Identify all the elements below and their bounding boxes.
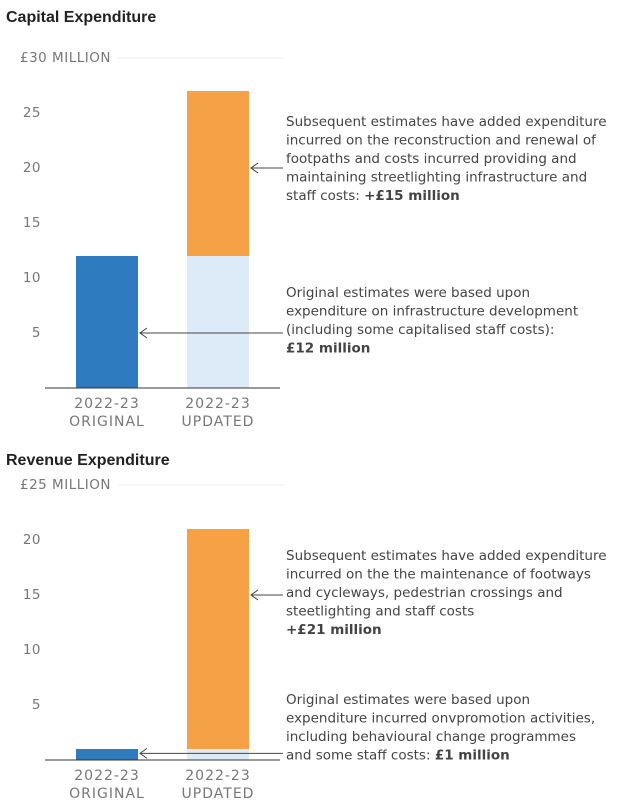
y-tick-label: £25 MILLION [20,477,111,493]
annotation: Original estimates were based upon expend… [286,692,595,764]
arrow-head [139,327,148,339]
annotation-line: incurred on the the maintenance of footw… [286,567,591,583]
y-tick-label: 15 [23,587,41,603]
arrow-head [250,589,259,601]
y-tick-label: 10 [23,270,41,286]
arrow-head [250,162,259,174]
annotation-line: expenditure on infrastructure developmen… [286,304,578,320]
y-tick-label: £30 MILLION [20,50,111,66]
y-tick-label: 20 [23,532,41,548]
annotation-line: Original estimates were based upon [286,692,530,708]
bar-segment [187,749,249,760]
annotation-line: Original estimates were based upon [286,285,530,301]
annotation-line: staff costs: [286,188,364,204]
y-tick-label: 5 [32,325,41,341]
x-tick-label: UPDATED [182,414,255,430]
bar-segment [187,256,249,388]
annotation: Subsequent estimates have added expendit… [286,548,607,638]
annotation-line: Subsequent estimates have added expendit… [286,548,607,564]
y-tick-label: 20 [23,160,41,176]
x-tick-label: 2022-23 [74,396,140,412]
annotation-line: Subsequent estimates have added expendit… [286,114,607,130]
bar-segment [76,256,138,388]
annotation-bold: +£15 million [364,188,460,204]
annotation-line: footpaths and costs incurred providing a… [286,151,577,167]
annotation-line: maintaining streetlighting infrastructur… [286,170,587,186]
annotation-line: (including some capitalised staff costs)… [286,322,554,338]
x-tick-label: UPDATED [182,786,255,802]
x-tick-label: 2022-23 [74,768,140,784]
x-tick-label: 2022-23 [185,768,251,784]
y-tick-label: 25 [23,105,41,121]
x-tick-label: ORIGINAL [69,414,145,430]
arrow-head [139,747,148,759]
annotation: Subsequent estimates have added expendit… [286,114,607,204]
annotation: Original estimates were based upon expend… [286,285,578,357]
annotation-bold: £1 million [435,748,510,764]
annotation-line: and some staff costs: [286,748,435,764]
bar-segment [187,91,249,256]
y-tick-label: 5 [32,697,41,713]
annotation-line: incurred on the reconstruction and renew… [286,133,597,149]
bar-segment [76,749,138,760]
chart-title: Capital Expenditure [6,9,156,26]
x-tick-label: ORIGINAL [69,786,145,802]
y-tick-label: 15 [23,215,41,231]
bar-segment [187,529,249,749]
y-tick-label: 10 [23,642,41,658]
annotation-bold: +£21 million [286,622,382,638]
x-tick-label: 2022-23 [185,396,251,412]
annotation-line: steetlighting and staff costs [286,604,474,620]
annotation-line: expenditure incurred onvpromotion activi… [286,711,595,727]
annotation-bold: £12 million [286,341,370,357]
chart-title: Revenue Expenditure [6,452,170,469]
annotation-line: and cycleways, pedestrian crossings and [286,585,563,601]
annotation-line: including behavioural change programmes [286,729,576,745]
